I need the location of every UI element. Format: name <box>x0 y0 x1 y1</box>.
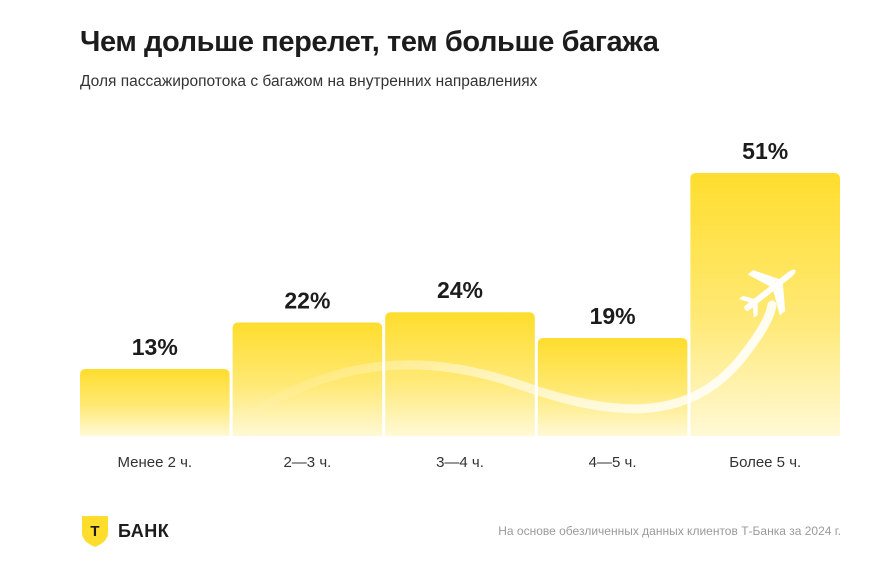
brand-logo: Т БАНК <box>80 514 169 548</box>
value-label-2: 22% <box>284 288 330 314</box>
airplane-icon <box>738 269 796 318</box>
value-label-5: 51% <box>742 138 788 164</box>
flight-trail <box>235 300 777 425</box>
category-label-1: Менее 2 ч. <box>117 454 192 471</box>
category-label-5: Более 5 ч. <box>729 454 801 471</box>
brand-name: БАНК <box>118 520 170 541</box>
source-note: На основе обезличенных данных клиентов Т… <box>498 524 841 538</box>
category-label-2: 2—3 ч. <box>283 454 331 471</box>
chart-title: Чем дольше перелет, тем больше багажа <box>80 26 659 58</box>
bar-1 <box>80 368 230 436</box>
category-label-3: 3—4 ч. <box>436 454 484 471</box>
value-label-4: 19% <box>590 303 636 329</box>
value-label-3: 24% <box>437 277 483 303</box>
category-label-4: 4—5 ч. <box>589 454 637 471</box>
chart-subtitle: Доля пассажиропотока с багажом на внутре… <box>80 73 538 90</box>
bar-4 <box>537 338 688 436</box>
brand-shield-icon: Т <box>82 516 108 547</box>
bar-5 <box>690 173 840 436</box>
bar-3 <box>385 312 535 436</box>
brand-letter: Т <box>90 523 99 540</box>
bar-2 <box>232 322 383 436</box>
value-label-1: 13% <box>132 334 178 360</box>
